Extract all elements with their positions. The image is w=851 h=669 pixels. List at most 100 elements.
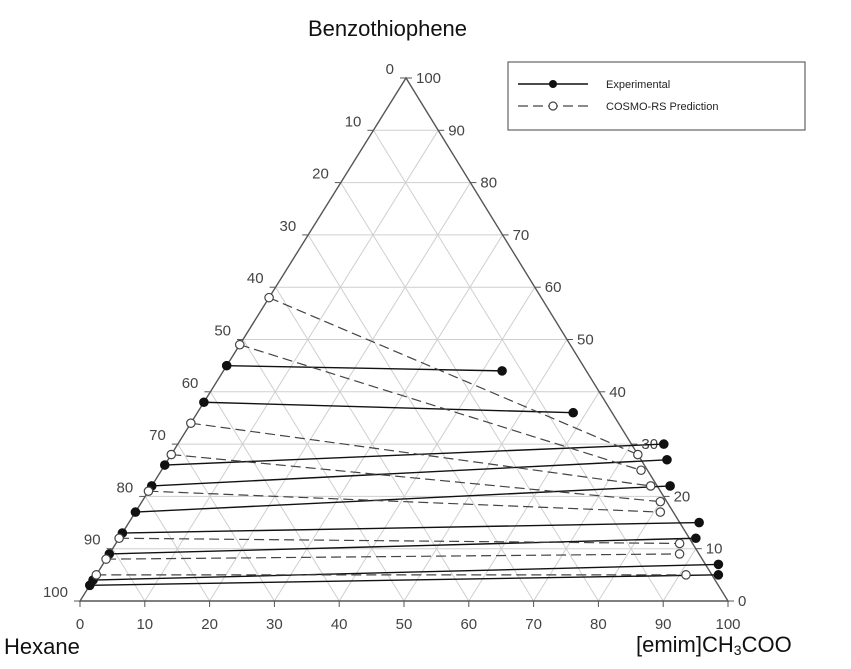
experimental-point-2-hexane-phase <box>159 460 170 470</box>
tick-label-left-30: 30 <box>280 218 297 235</box>
experimental-tie-line-8 <box>89 574 719 587</box>
tick-label-left-100: 100 <box>43 584 68 601</box>
vertex-label-top: Benzothiophene <box>308 16 468 41</box>
tick-label-bottom-60: 60 <box>460 616 477 633</box>
cosmo-point-1-il-phase <box>636 465 646 476</box>
grid-lines <box>112 129 697 602</box>
vertex-label-right: [emim]CH3COO <box>636 632 792 658</box>
experimental-tie-line-5 <box>122 521 700 534</box>
tick-label-bottom-0: 0 <box>76 616 84 633</box>
tick-label-bottom-100: 100 <box>715 616 740 633</box>
tick-label-right-0: 0 <box>738 593 746 610</box>
experimental-tie-line-0 <box>226 364 503 372</box>
legend-experimental-label: Experimental <box>606 79 670 91</box>
tick-label-bottom-20: 20 <box>201 616 218 633</box>
tick-label-left-40: 40 <box>247 270 264 287</box>
cosmo-point-7-il-phase <box>681 570 691 580</box>
experimental-point-6-il-phase <box>691 533 701 544</box>
experimental-point-8-hexane-phase <box>84 580 95 591</box>
vertex-label-right-subscript: 3 <box>733 642 742 658</box>
cosmo-tie-line-0 <box>268 297 639 456</box>
tick-label-right-50: 50 <box>577 332 594 349</box>
grid-line-ionic-liquid-80 <box>597 496 665 602</box>
cosmo-point-3-il-phase <box>655 496 666 507</box>
tick-label-left-20: 20 <box>312 166 329 183</box>
tick-label-bottom-80: 80 <box>590 616 607 633</box>
cosmo-tie-line-2 <box>190 422 651 487</box>
tick-label-left-60: 60 <box>182 375 199 392</box>
experimental-point-2-il-phase <box>658 439 669 449</box>
experimental-point-1-il-phase <box>568 407 578 418</box>
tick-marks: 0001010102020203030304040405050506060607… <box>43 61 746 633</box>
cosmo-tie-line-1 <box>239 344 642 471</box>
legend: Experimental COSMO-RS Prediction <box>507 61 806 131</box>
cosmo-tie-line-5 <box>119 537 680 545</box>
cosmo-tie-line-3 <box>171 453 661 503</box>
experimental-point-0-hexane-phase <box>221 360 232 371</box>
cosmo-point-0-hexane-phase <box>264 292 274 303</box>
tie-lines <box>84 292 724 591</box>
experimental-point-7-il-phase <box>713 559 724 570</box>
cosmo-point-6-hexane-phase <box>101 554 111 564</box>
cosmo-point-5-hexane-phase <box>114 533 124 544</box>
tick-label-right-90: 90 <box>448 122 465 139</box>
grid-line-ionic-liquid-50 <box>403 339 568 602</box>
grid-line-hexane-30 <box>307 234 535 602</box>
experimental-tie-line-6 <box>109 537 696 555</box>
grid-line-hexane-10 <box>372 130 664 602</box>
tick-label-bottom-70: 70 <box>525 616 542 633</box>
tick-label-left-10: 10 <box>345 113 362 130</box>
legend-box <box>507 61 806 131</box>
tick-label-bottom-90: 90 <box>655 616 672 633</box>
tick-label-bottom-40: 40 <box>331 616 348 633</box>
cosmo-tie-line-6 <box>106 553 680 560</box>
vertex-label-left: Hexane <box>4 634 80 659</box>
tick-label-right-20: 20 <box>674 488 691 505</box>
experimental-point-3-il-phase <box>662 454 672 465</box>
legend-experimental-marker <box>549 80 557 88</box>
experimental-tie-line-4 <box>135 485 671 513</box>
grid-line-hexane-50 <box>242 339 405 602</box>
cosmo-point-3-hexane-phase <box>166 449 177 460</box>
tick-label-right-70: 70 <box>513 227 530 244</box>
experimental-point-0-il-phase <box>497 366 507 376</box>
experimental-point-4-il-phase <box>665 481 675 491</box>
grid-line-hexane-70 <box>177 443 275 602</box>
experimental-tie-line-1 <box>203 401 574 414</box>
legend-cosmo-marker <box>548 101 558 111</box>
tick-label-bottom-50: 50 <box>396 616 413 633</box>
cosmo-point-0-il-phase <box>633 449 643 460</box>
tick-label-bottom-30: 30 <box>266 616 283 633</box>
experimental-point-5-il-phase <box>694 517 704 528</box>
cosmo-point-4-il-phase <box>655 507 666 517</box>
experimental-point-1-hexane-phase <box>199 397 209 408</box>
cosmo-point-4-hexane-phase <box>143 486 154 496</box>
tick-label-bottom-10: 10 <box>136 616 153 633</box>
cosmo-point-2-hexane-phase <box>186 418 196 428</box>
grid-line-ionic-liquid-30 <box>273 234 504 602</box>
tick-label-right-80: 80 <box>480 175 497 192</box>
cosmo-point-1-hexane-phase <box>234 339 245 350</box>
cosmo-tie-line-4 <box>148 490 661 513</box>
tick-label-right-60: 60 <box>545 279 562 296</box>
cosmo-point-5-il-phase <box>674 538 685 549</box>
tick-label-right-100: 100 <box>416 70 441 87</box>
cosmo-point-6-il-phase <box>674 549 685 559</box>
experimental-tie-line-7 <box>93 563 719 581</box>
legend-cosmo-label: COSMO-RS Prediction <box>606 101 718 113</box>
experimental-point-8-il-phase <box>713 570 724 580</box>
grid-line-ionic-liquid-60 <box>468 391 600 602</box>
tick-label-left-80: 80 <box>117 479 134 496</box>
vertex-label-right-tail: COO <box>741 632 792 657</box>
tick-label-left-90: 90 <box>84 532 101 549</box>
cosmo-point-7-hexane-phase <box>91 570 102 580</box>
experimental-tie-line-3 <box>151 459 668 487</box>
cosmo-point-2-il-phase <box>645 481 656 491</box>
tick-label-left-70: 70 <box>149 427 166 444</box>
tick-label-right-40: 40 <box>609 384 626 401</box>
vertex-label-right-main: [emim]CH <box>636 632 734 657</box>
tick-label-right-10: 10 <box>706 541 723 558</box>
tick-label-left-50: 50 <box>214 323 231 340</box>
tick-label-left-0: 0 <box>386 61 394 78</box>
